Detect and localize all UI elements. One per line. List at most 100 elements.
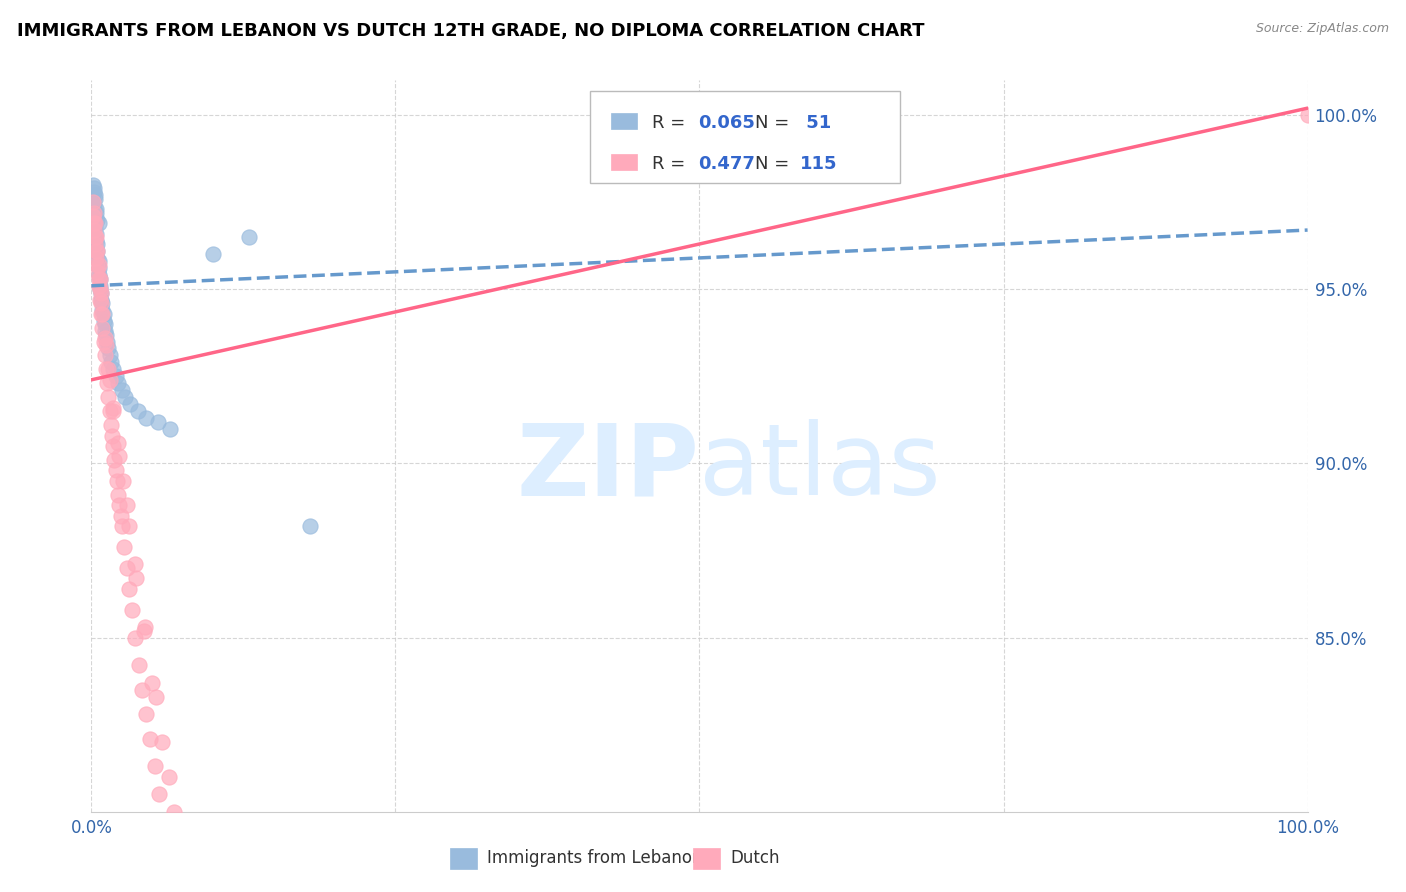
Point [91, 320, 114, 334]
Point [86, 212, 108, 227]
FancyBboxPatch shape [591, 91, 900, 183]
Point [87, 216, 110, 230]
Point [89, 282, 111, 296]
Text: Source: ZipAtlas.com: Source: ZipAtlas.com [1256, 22, 1389, 36]
Point [114, 390, 136, 404]
Point [87, 261, 110, 276]
Point [82, 195, 104, 210]
Text: 0.477: 0.477 [699, 155, 755, 173]
Point [90, 285, 112, 300]
Point [111, 474, 134, 488]
Point [131, 682, 153, 697]
Point [202, 247, 225, 261]
Point [110, 508, 132, 523]
Point [83, 185, 105, 199]
Point [93, 313, 115, 327]
Point [87, 254, 110, 268]
Point [93, 307, 115, 321]
Point [94, 324, 117, 338]
Text: 0.065: 0.065 [699, 113, 755, 132]
Point [86, 251, 108, 265]
Point [135, 707, 157, 722]
Point [83, 216, 105, 230]
Point [103, 362, 125, 376]
Point [89, 272, 111, 286]
Point [94, 327, 117, 342]
FancyBboxPatch shape [450, 848, 477, 869]
Point [148, 787, 170, 801]
Point [97, 390, 120, 404]
Point [157, 770, 180, 784]
Point [90, 307, 112, 321]
Point [128, 658, 150, 673]
Text: N =: N = [755, 155, 796, 173]
Point [153, 815, 176, 830]
Point [132, 624, 155, 638]
Text: N =: N = [755, 113, 796, 132]
Point [90, 296, 112, 310]
FancyBboxPatch shape [693, 848, 720, 869]
Point [98, 404, 121, 418]
Point [118, 519, 141, 533]
Point [124, 558, 146, 572]
Point [82, 178, 104, 192]
Point [111, 519, 134, 533]
Point [86, 265, 108, 279]
Point [115, 561, 138, 575]
Point [84, 251, 107, 265]
Point [148, 415, 170, 429]
Point [103, 453, 125, 467]
Point [89, 272, 111, 286]
Text: Dutch: Dutch [730, 849, 779, 867]
Point [83, 181, 105, 195]
Point [107, 376, 129, 391]
Point [84, 234, 107, 248]
FancyBboxPatch shape [610, 154, 637, 170]
Point [166, 871, 188, 885]
Point [84, 230, 107, 244]
Point [139, 731, 162, 746]
Point [104, 369, 127, 384]
Text: R =: R = [652, 113, 692, 132]
Point [108, 498, 131, 512]
Point [104, 463, 127, 477]
Point [124, 631, 146, 645]
Point [98, 348, 121, 362]
Point [94, 362, 117, 376]
Point [118, 582, 141, 596]
Point [84, 219, 107, 234]
Point [87, 272, 110, 286]
Point [93, 334, 115, 349]
Point [127, 404, 149, 418]
Point [97, 342, 120, 356]
FancyBboxPatch shape [610, 113, 637, 129]
Point [84, 212, 107, 227]
Point [111, 384, 134, 398]
Point [90, 285, 112, 300]
Point [115, 498, 138, 512]
Point [94, 348, 117, 362]
Point [90, 293, 112, 307]
Point [86, 237, 108, 252]
Point [103, 404, 125, 418]
Point [87, 278, 110, 293]
Text: IMMIGRANTS FROM LEBANON VS DUTCH 12TH GRADE, NO DIPLOMA CORRELATION CHART: IMMIGRANTS FROM LEBANON VS DUTCH 12TH GR… [17, 22, 924, 40]
Point [84, 244, 107, 258]
Point [94, 331, 117, 345]
Point [135, 411, 157, 425]
Point [125, 571, 148, 585]
Point [120, 397, 142, 411]
Point [84, 209, 107, 223]
Point [134, 620, 156, 634]
Point [103, 439, 125, 453]
Point [159, 421, 181, 435]
Point [159, 843, 181, 857]
Point [100, 418, 122, 433]
Point [84, 205, 107, 219]
Point [86, 258, 108, 272]
Point [299, 519, 322, 533]
Point [97, 362, 120, 376]
Point [87, 258, 110, 272]
Point [84, 230, 107, 244]
Point [107, 435, 129, 450]
